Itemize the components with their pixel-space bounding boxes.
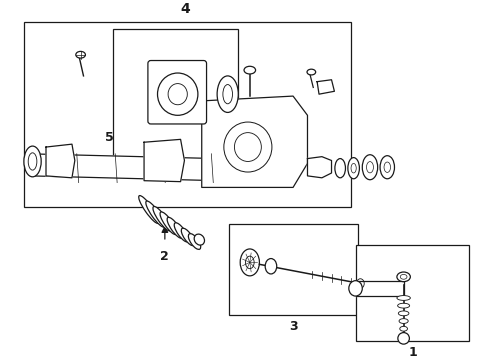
Ellipse shape [397,303,410,308]
Bar [356,245,469,341]
Ellipse shape [224,122,272,172]
Ellipse shape [357,279,364,288]
FancyBboxPatch shape [148,60,207,124]
Text: 4: 4 [180,2,190,16]
Ellipse shape [399,319,408,323]
Ellipse shape [194,234,204,245]
Text: 3: 3 [289,320,297,333]
Ellipse shape [398,333,409,344]
Text: 1: 1 [409,346,417,359]
Text: 2: 2 [161,249,169,262]
Polygon shape [356,281,404,296]
Polygon shape [202,96,308,188]
Ellipse shape [348,158,359,179]
Ellipse shape [397,296,410,300]
Ellipse shape [139,195,159,224]
Bar [229,224,359,315]
Ellipse shape [397,272,410,282]
Ellipse shape [245,256,254,269]
Ellipse shape [174,223,189,242]
Ellipse shape [349,281,362,296]
Polygon shape [308,157,332,178]
Bar [24,22,351,207]
Ellipse shape [400,274,407,279]
Ellipse shape [167,217,183,238]
Ellipse shape [380,156,394,179]
Ellipse shape [157,73,198,115]
Ellipse shape [181,228,195,246]
Polygon shape [317,80,334,94]
Polygon shape [46,144,75,178]
Polygon shape [27,154,293,183]
Ellipse shape [351,163,356,173]
Ellipse shape [217,76,238,112]
Ellipse shape [244,66,256,74]
Ellipse shape [400,326,408,331]
Ellipse shape [367,162,373,173]
Ellipse shape [335,158,345,178]
Polygon shape [144,139,184,182]
Ellipse shape [223,85,232,104]
Ellipse shape [168,84,187,105]
Ellipse shape [307,69,316,75]
Text: 5: 5 [104,131,113,144]
Ellipse shape [24,146,41,177]
Ellipse shape [188,234,201,249]
Ellipse shape [398,311,409,316]
Ellipse shape [160,212,177,235]
Ellipse shape [362,155,378,180]
Ellipse shape [240,249,259,276]
Ellipse shape [153,206,171,231]
Ellipse shape [384,162,391,172]
Bar [113,29,238,168]
Ellipse shape [28,153,37,170]
Ellipse shape [76,51,85,58]
Ellipse shape [146,201,165,227]
Ellipse shape [234,132,261,162]
Ellipse shape [265,258,277,274]
